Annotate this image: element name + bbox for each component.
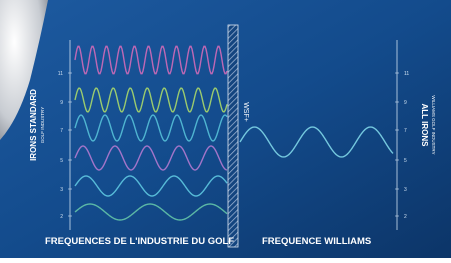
right-tick-label: 3	[404, 187, 407, 193]
right-title: ALL IRONS	[420, 104, 429, 148]
diagram: WSF+ IRONS STANDARD GOLF INDUSTRY ALL IR…	[0, 0, 451, 258]
left-tick-label: 11	[58, 71, 63, 77]
right-tick-label: 5	[404, 158, 407, 164]
left-subtitle: GOLF INDUSTRY	[40, 107, 45, 143]
left-title: IRONS STANDARD	[29, 89, 38, 161]
right-tick-label: 7	[404, 128, 407, 134]
left-tick-label: 3	[60, 187, 63, 193]
divider	[228, 25, 238, 247]
left-tick-label: 9	[60, 100, 63, 106]
left-tick-label: 7	[60, 128, 63, 134]
left-caption: FREQUENCES DE L'INDUSTRIE DU GOLF	[45, 236, 234, 247]
right-caption: FREQUENCE WILLIAMS	[262, 236, 371, 247]
right-subtitle: WILLIAMS GOLF INDUSTRY	[431, 95, 436, 154]
left-tick-label: 2	[60, 214, 63, 220]
right-tick-label: 2	[404, 214, 407, 220]
divider-label: WSF+	[242, 102, 249, 122]
left-tick-label: 5	[60, 158, 63, 164]
right-tick-label: 9	[404, 100, 407, 106]
right-tick-label: 11	[404, 71, 409, 77]
panel	[0, 0, 451, 258]
